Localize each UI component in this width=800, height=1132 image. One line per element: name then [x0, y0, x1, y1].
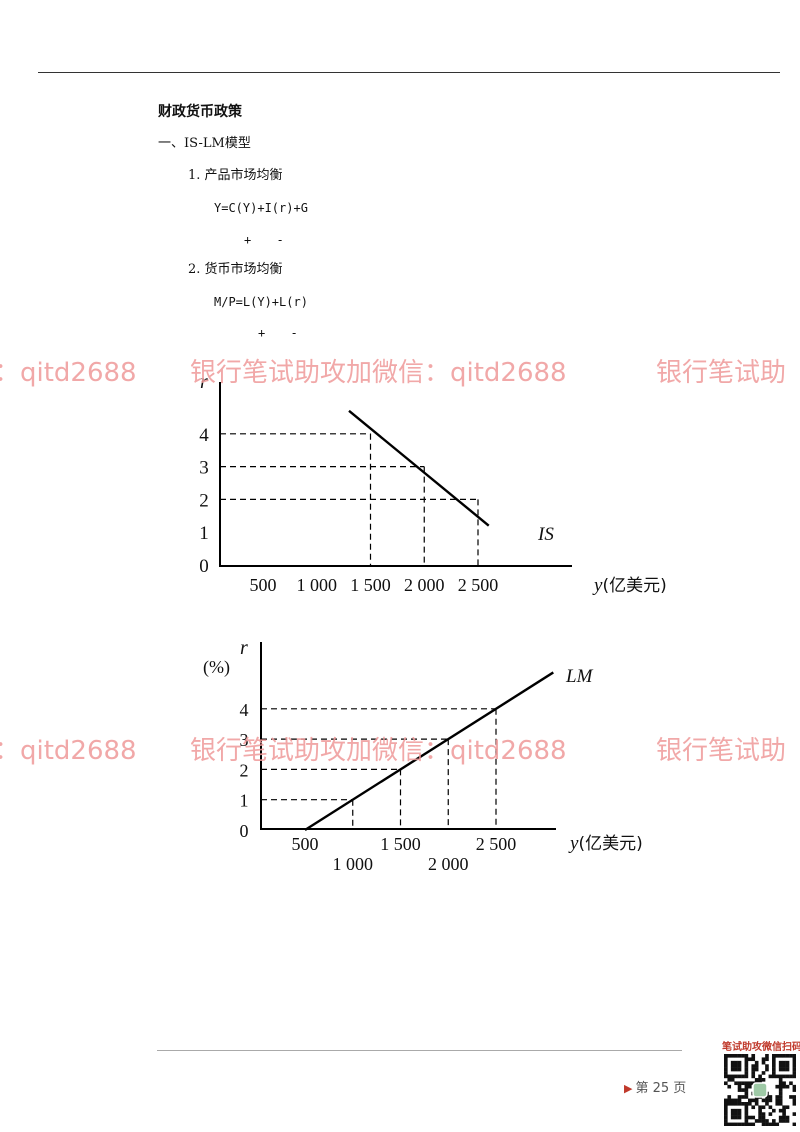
y-tick-label: 3	[240, 730, 249, 750]
y-tick-label: 0	[240, 821, 249, 841]
x-tick-label: 2 000	[404, 575, 445, 595]
signs-is: + -	[244, 233, 284, 247]
x-tick-label: 1 500	[350, 575, 391, 595]
watermark-fragment-left: ：qitd2688	[0, 358, 137, 388]
y-tick-label: 0	[199, 556, 209, 577]
watermark-fragment-right: 银行笔试助	[656, 736, 787, 766]
y-axis-label: r	[240, 637, 248, 659]
x-tick-label: 1 000	[297, 575, 338, 595]
is-chart: r 0 1 2 3 4 500 1 000 1 500 2 000 2 500 y(亿美元) IS	[199, 371, 667, 596]
watermark: 银行笔试助攻加微信：qitd2688	[190, 736, 567, 766]
page-number: ▶ 第 25 页	[624, 1077, 686, 1096]
x-tick-label: 2 500	[476, 834, 517, 854]
x-axis-label: y(亿美元)	[568, 833, 643, 854]
y-tick-label: 1	[199, 523, 209, 544]
equation-is: Y=C(Y)+I(r)+G	[214, 201, 308, 215]
subheading-money-market: 2. 货币市场均衡	[188, 262, 283, 277]
qr-code-icon	[724, 1054, 796, 1126]
triangle-right-icon: ▶	[624, 1082, 633, 1095]
y-tick-label: 4	[199, 425, 209, 446]
signs-lm: + -	[258, 326, 298, 340]
watermark: 银行笔试助攻加微信：qitd2688	[190, 358, 567, 388]
watermark-fragment-right: 银行笔试助	[656, 358, 787, 388]
footer-rule	[157, 1050, 682, 1051]
lm-curve	[304, 671, 554, 832]
equation-lm: M/P=L(Y)+L(r)	[214, 295, 308, 309]
page-title: 财政货币政策	[158, 104, 242, 120]
lm-chart: r (%) 0 1 2 3 4 500 1 000 1 500 2 000 2 500 y(亿美元) LM	[203, 637, 643, 874]
lm-curve-label: LM	[565, 666, 594, 687]
x-tick-label: 2 500	[458, 575, 499, 595]
y-tick-label: 1	[240, 791, 249, 811]
is-curve	[348, 409, 490, 527]
y-axis-unit: (%)	[203, 657, 230, 678]
x-tick-label: 2 000	[428, 854, 469, 874]
x-tick-label: 1 500	[380, 834, 421, 854]
y-tick-label: 3	[199, 458, 209, 479]
x-axis-label: y(亿美元)	[592, 575, 667, 596]
header-rule	[38, 72, 780, 73]
is-curve-label: IS	[537, 524, 554, 545]
subheading-product-market: 1. 产品市场均衡	[188, 168, 283, 183]
y-tick-label: 2	[240, 760, 249, 780]
y-axis-label: r	[200, 371, 208, 393]
qr-caption: 笔试助攻微信扫码↓	[722, 1042, 800, 1053]
x-tick-label: 500	[250, 575, 277, 595]
y-tick-label: 4	[240, 700, 249, 720]
x-tick-label: 1 000	[333, 854, 374, 874]
y-tick-label: 2	[199, 490, 209, 511]
x-tick-label: 500	[292, 834, 319, 854]
page-number-text: 第 25 页	[635, 1081, 687, 1096]
watermark-fragment-left: ：qitd2688	[0, 736, 137, 766]
section-heading: 一、IS-LM模型	[158, 136, 251, 151]
